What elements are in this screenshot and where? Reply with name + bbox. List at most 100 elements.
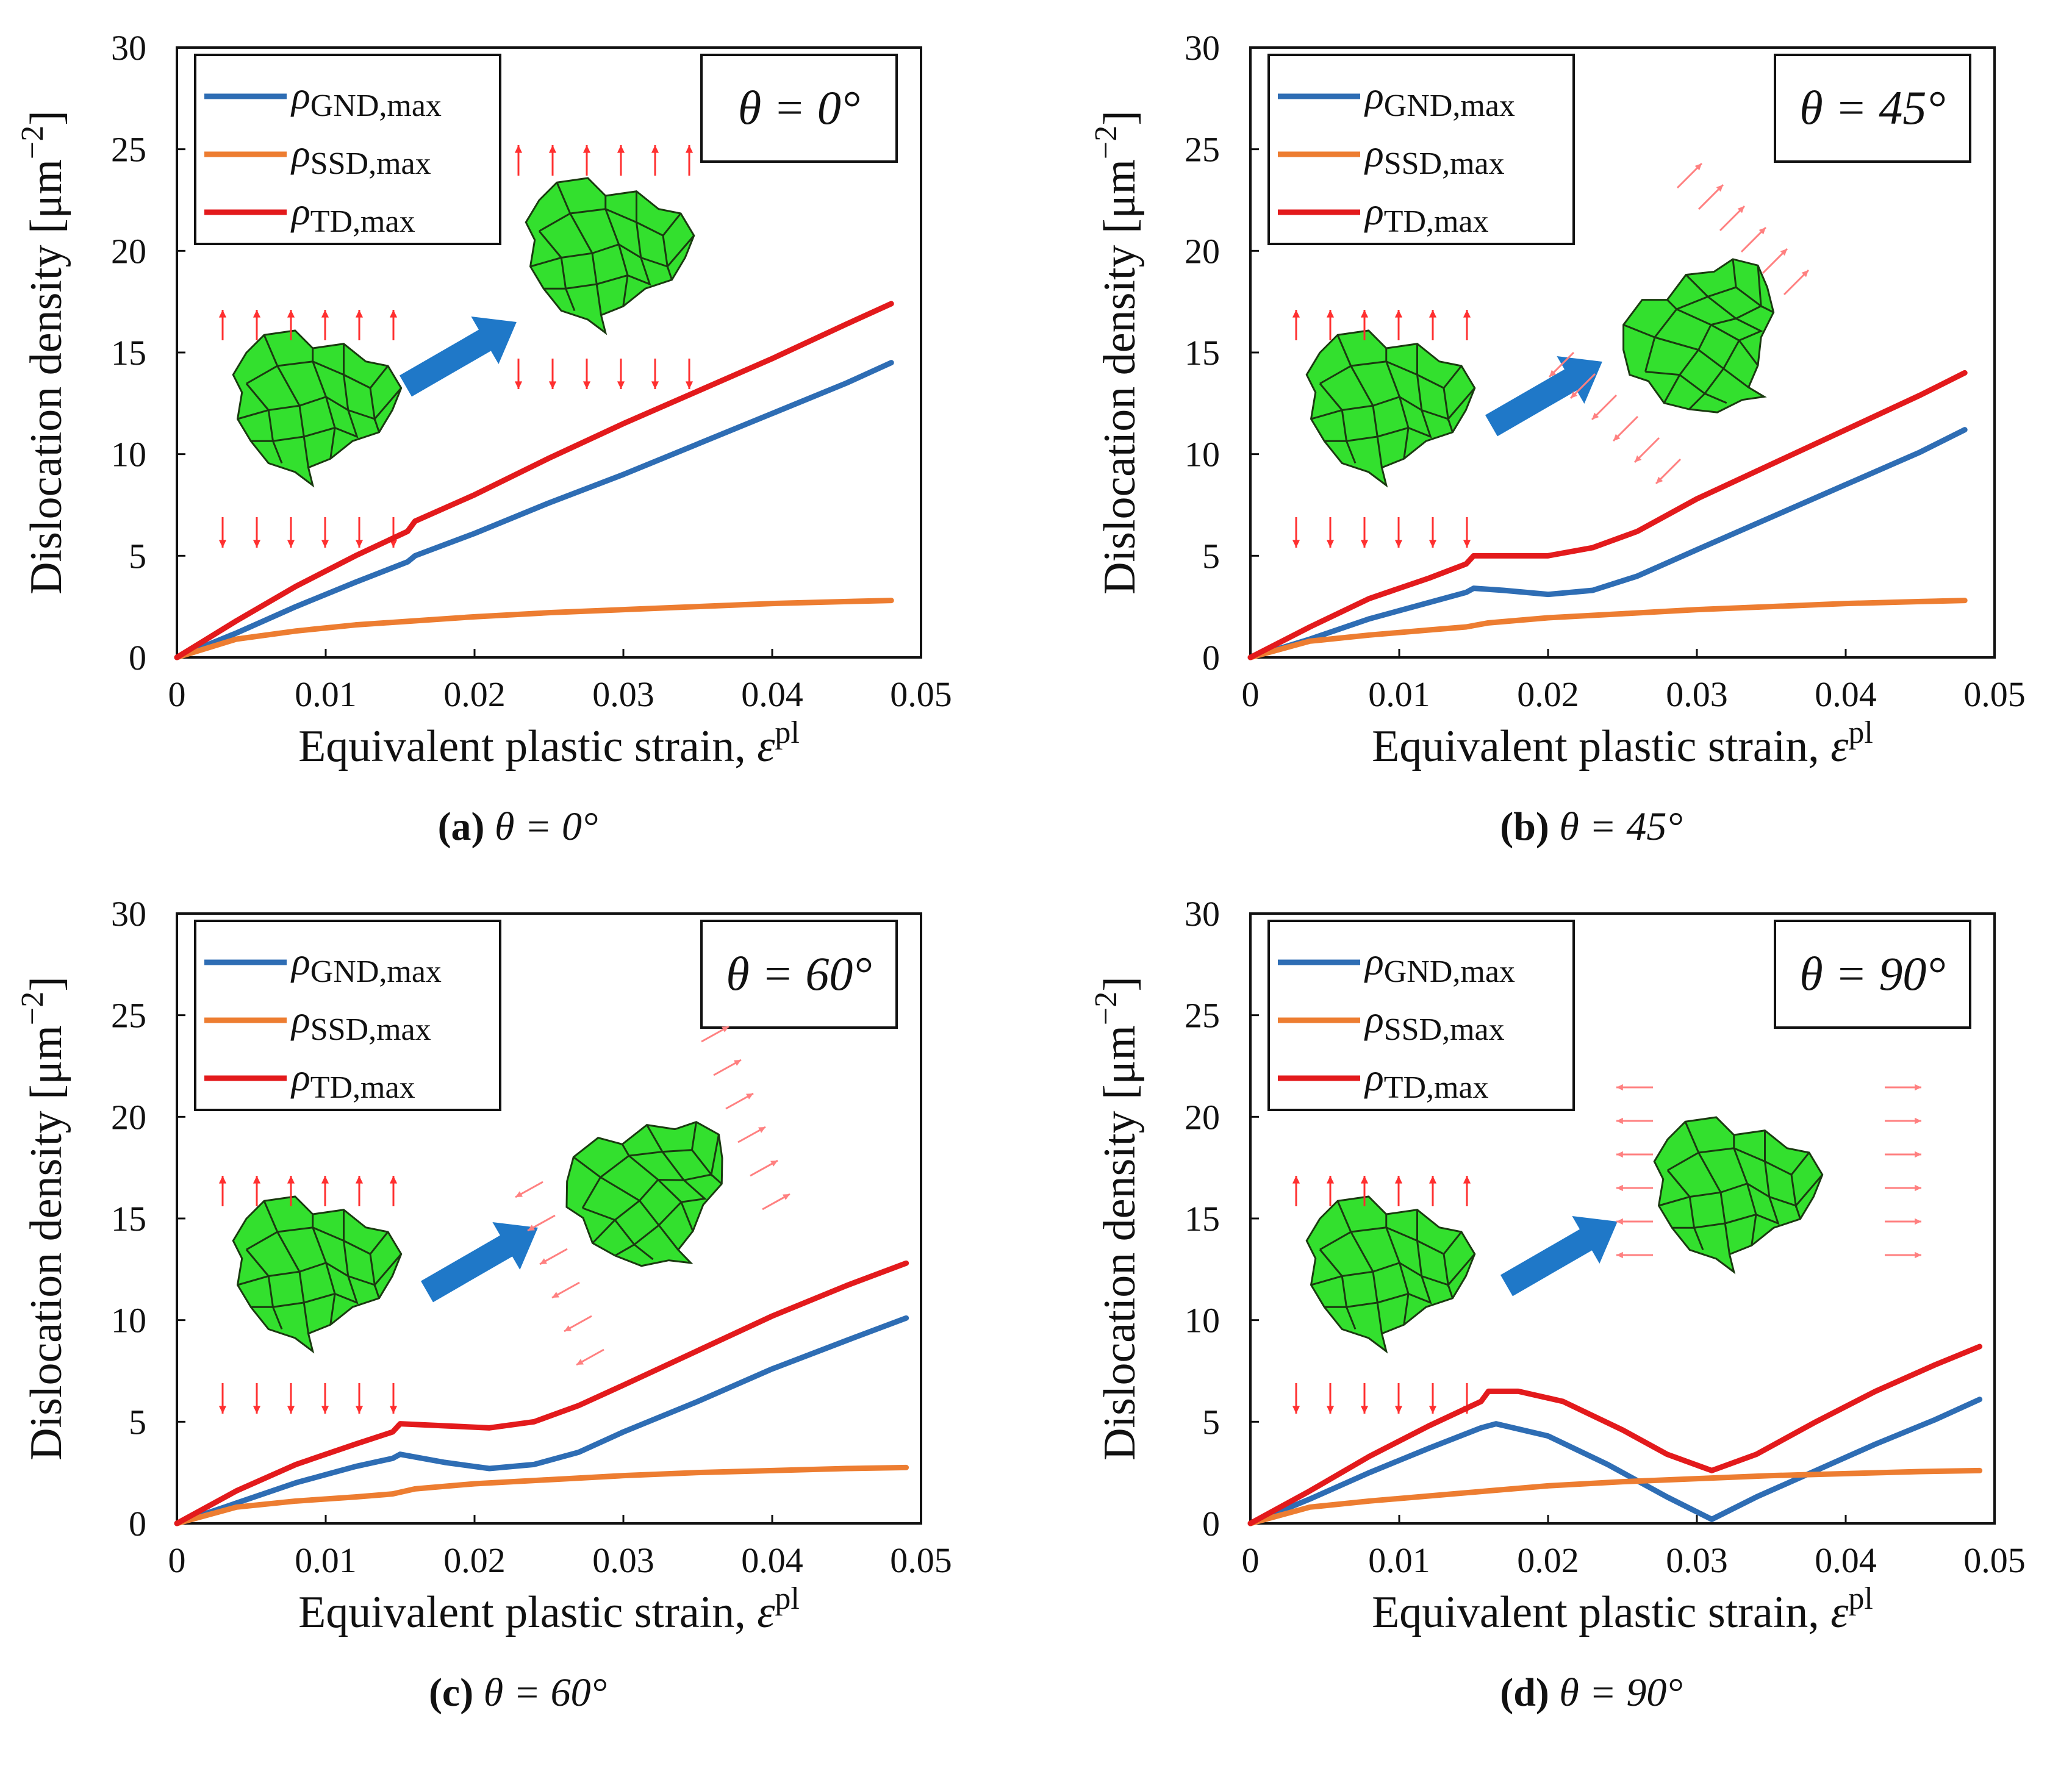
load-arrow-head	[1616, 1117, 1623, 1125]
caption-letter: (a)	[437, 804, 485, 849]
caption-letter: (d)	[1500, 1670, 1549, 1715]
load-arrow-head	[576, 1359, 584, 1365]
load-arrow-head	[287, 310, 295, 318]
x-axis-title: Equivalent plastic strain, εpl	[298, 1581, 800, 1637]
load-arrow-head	[583, 381, 591, 389]
legend-symbol: ρ	[1364, 940, 1384, 983]
load-arrow-head	[528, 1225, 535, 1231]
y-tick-label: 0	[1202, 1504, 1220, 1544]
grain-boundary	[1376, 436, 1383, 468]
load-arrow-head	[1292, 310, 1300, 318]
grain-boundary	[1735, 318, 1763, 342]
load-arrow-head	[617, 381, 625, 389]
load-arrow-head	[1360, 1176, 1369, 1184]
grain-outline	[1622, 258, 1775, 413]
x-tick-label: 0.02	[1517, 674, 1579, 714]
load-arrow-head	[1716, 185, 1723, 192]
chart-svg: 0 0.01 0.02 0.03 0.04 0.05 0 5 10 15 20 25 30 Equival…	[15, 28, 952, 771]
grain-cluster	[565, 1121, 723, 1267]
transition-arrow	[1500, 1216, 1618, 1297]
transition-arrow	[400, 317, 517, 397]
load-arrow-head	[1801, 270, 1809, 277]
grain-cluster	[232, 1195, 403, 1354]
legend-symbol: ρ	[290, 1056, 310, 1099]
y-tick-label: 25	[111, 130, 146, 170]
y-tick-label: 15	[1185, 333, 1220, 373]
load-arrow-head	[617, 145, 625, 153]
x-tick-label: 0.02	[1517, 1540, 1579, 1580]
y-tick-label: 15	[111, 333, 146, 373]
grain-boundary	[711, 1173, 723, 1185]
grain-boundary	[1403, 428, 1410, 459]
series-ssd-line	[174, 598, 894, 660]
grain-boundary	[303, 1302, 309, 1334]
theta-box	[1774, 920, 1971, 1029]
grain-boundary	[348, 1275, 375, 1286]
x-axis-title-sup: pl	[1848, 1581, 1873, 1616]
load-arrow-head	[514, 145, 523, 153]
grain-boundary	[1447, 1284, 1454, 1299]
y-tick-label: 10	[111, 435, 146, 474]
grain-boundary	[1760, 305, 1774, 313]
y-tick-label: 30	[111, 28, 146, 68]
grain-cluster	[232, 329, 403, 488]
load-arrow-head	[758, 1127, 765, 1133]
legend-symbol: ρ	[1364, 132, 1384, 175]
grain-boundary	[1408, 1276, 1432, 1304]
load-arrow-head	[218, 1176, 227, 1184]
load-arrow-head	[1915, 1218, 1921, 1225]
x-tick-label: 0.03	[1666, 1540, 1728, 1580]
load-arrow-head	[1292, 1176, 1300, 1184]
load-arrow-head	[1613, 434, 1621, 441]
grain-boundary	[596, 244, 629, 285]
chart-panel-d: 0 0.01 0.02 0.03 0.04 0.05 0 5 10 15 20 25 30 Equival…	[1074, 866, 2072, 1751]
y-tick-label: 10	[1185, 435, 1220, 474]
legend-sub: GND,max	[310, 88, 442, 123]
grain-boundary	[1421, 409, 1449, 420]
caption-letter: (c)	[428, 1670, 474, 1715]
y-tick-label: 20	[111, 231, 146, 271]
grain-boundary	[1697, 349, 1725, 395]
y-axis-title-sup: −2	[1089, 992, 1124, 1025]
legend-label: ρSSD,max	[290, 132, 431, 181]
load-arrow-head	[355, 1176, 364, 1184]
y-axis-title-text: Dislocation density [μm	[1095, 159, 1145, 595]
load-arrow-head	[1571, 391, 1578, 398]
load-arrow-head	[1429, 310, 1437, 318]
grain-boundary	[329, 428, 336, 459]
grain-boundary	[627, 257, 651, 286]
x-axis-title: Equivalent plastic strain, εpl	[298, 715, 800, 771]
grain-boundary	[640, 257, 668, 268]
load-arrow-head	[1326, 1406, 1335, 1414]
grain-boundary	[1376, 1302, 1383, 1334]
load-arrow-head	[253, 1176, 261, 1184]
load-arrow-head	[355, 1406, 364, 1414]
grain-cluster	[1622, 258, 1775, 413]
load-arrow-head	[1549, 370, 1557, 377]
load-arrow-head	[1694, 163, 1702, 171]
y-tick-label: 0	[129, 1504, 146, 1544]
grain-boundary	[348, 409, 375, 420]
grain-boundary	[334, 1276, 359, 1304]
load-arrow-head	[722, 1026, 729, 1032]
series-ssd-line	[1247, 1467, 1983, 1526]
load-arrow-head	[1394, 540, 1403, 548]
grain-boundary	[1769, 1196, 1796, 1207]
series-gnd-line	[1247, 427, 1968, 660]
y-tick-label: 25	[111, 996, 146, 1036]
grain-boundary	[622, 275, 629, 307]
load-arrow-head	[1616, 1251, 1623, 1259]
legend-sub: TD,max	[310, 204, 415, 239]
grain-boundary	[1735, 305, 1762, 320]
x-tick-label: 0	[1242, 674, 1260, 714]
x-axis-title-sup: pl	[775, 1581, 799, 1616]
load-arrow-head	[1429, 1406, 1437, 1414]
y-tick-label: 0	[1202, 638, 1220, 678]
chart-panel-a: 0 0.01 0.02 0.03 0.04 0.05 0 5 10 15 20 25 30 Equival…	[0, 0, 1036, 886]
transition-arrow-shape	[1500, 1216, 1618, 1297]
y-tick-label: 0	[129, 638, 146, 678]
legend-symbol: ρ	[290, 940, 310, 983]
panel-caption: (c) θ = 60°	[0, 1670, 1036, 1716]
load-arrow-head	[651, 381, 659, 389]
